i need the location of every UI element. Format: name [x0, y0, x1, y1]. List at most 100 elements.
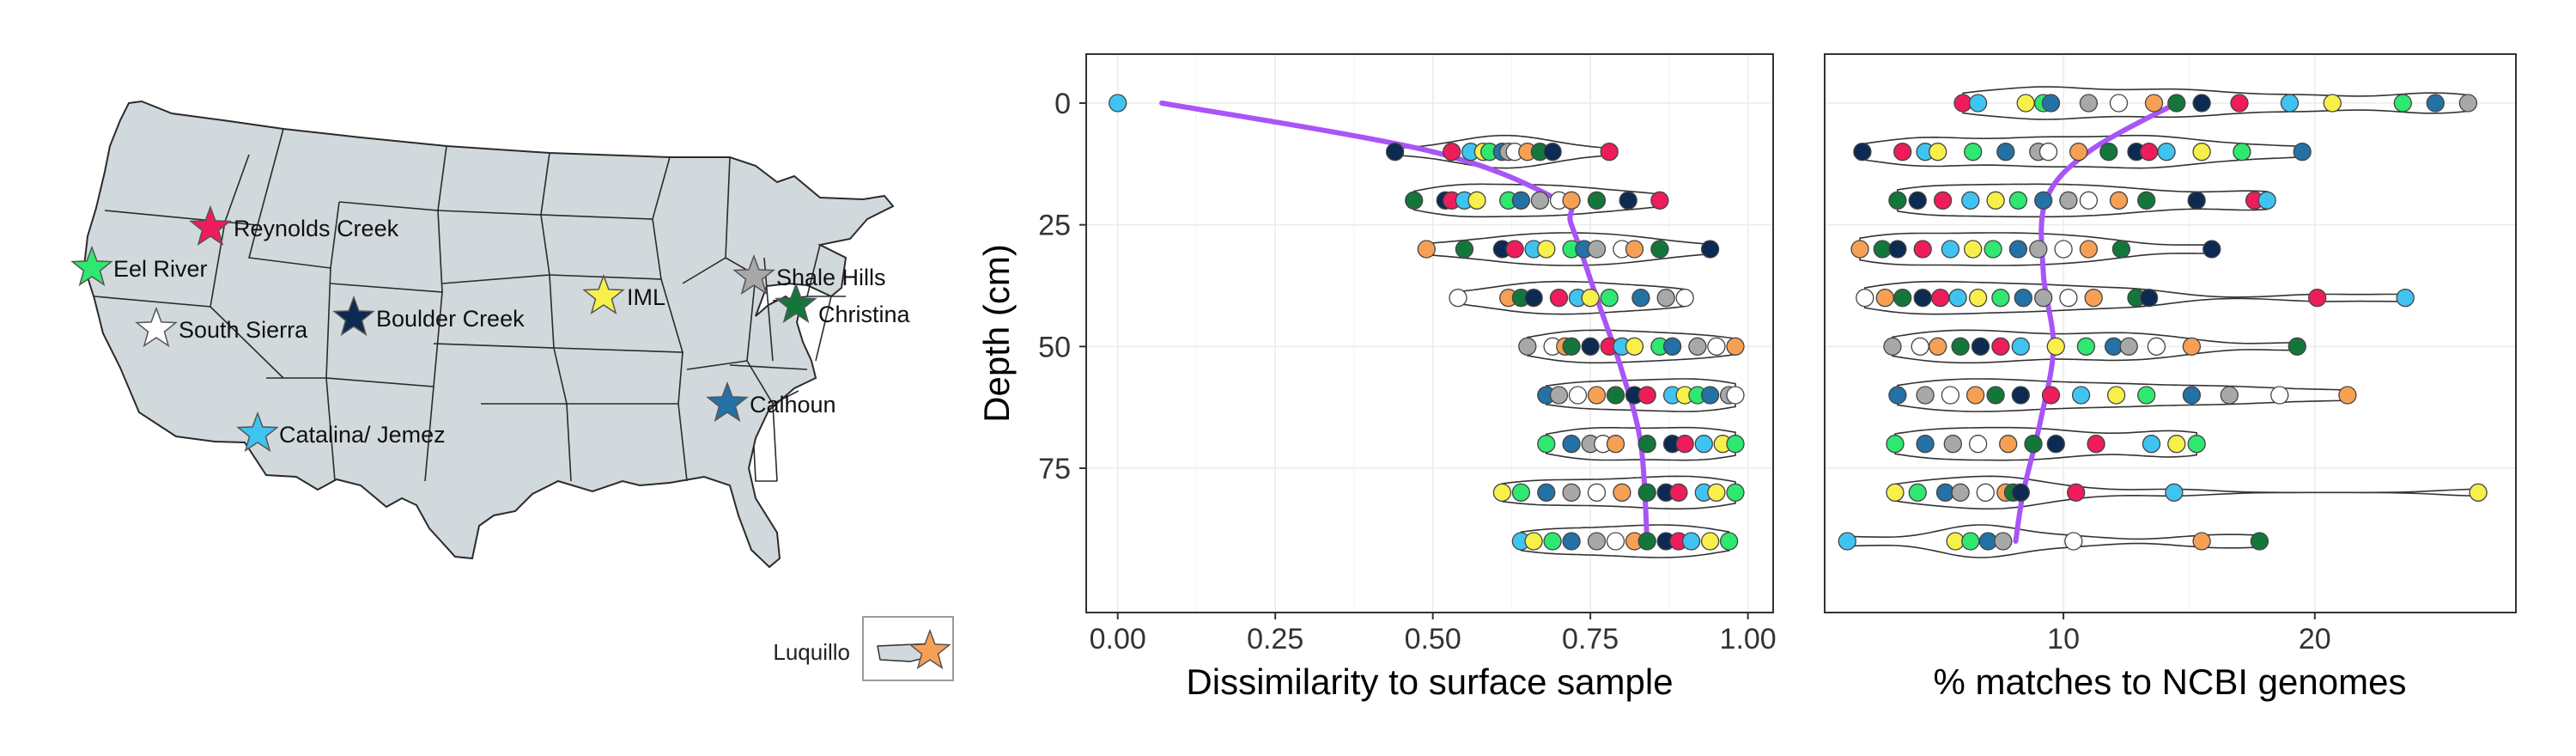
data-point — [2147, 337, 2166, 356]
violin-depth-60 — [1546, 378, 1736, 412]
data-point — [1994, 532, 2013, 551]
data-point — [2182, 337, 2202, 356]
data-point — [2139, 289, 2159, 308]
data-point — [1405, 191, 1424, 210]
data-point — [2087, 435, 2105, 454]
data-point — [1965, 386, 1985, 405]
data-point — [1951, 483, 1970, 502]
data-point — [2059, 191, 2078, 210]
panel1-trend — [1159, 101, 1650, 544]
data-point — [1549, 386, 1569, 405]
data-point — [2396, 289, 2415, 308]
data-point — [1675, 289, 1694, 308]
data-point — [2257, 191, 2276, 210]
data-point — [2308, 289, 2327, 308]
data-point — [1929, 337, 1947, 356]
data-point — [1600, 289, 1619, 308]
data-point — [2230, 94, 2249, 113]
data-point — [1455, 240, 1474, 259]
data-point — [1669, 483, 1688, 502]
data-point — [2016, 94, 2035, 113]
violin-depth-70 — [1546, 426, 1736, 461]
panel1-x-ticks: 0.00 0.25 0.50 0.75 1.00 — [1090, 613, 1777, 655]
star-luquillo-icon — [908, 628, 951, 670]
panel1-y-label: Depth (cm) — [976, 244, 1017, 423]
data-point — [1986, 191, 2005, 210]
site-label-calhoun: Calhoun — [750, 392, 836, 418]
data-point — [1581, 289, 1600, 308]
data-point — [1543, 143, 1562, 162]
data-point — [2233, 143, 2251, 162]
data-point — [2458, 94, 2478, 113]
data-point — [2192, 532, 2211, 551]
panel2-x-label: % matches to NCBI genomes — [1934, 662, 2407, 702]
luquillo-label: Luquillo — [773, 639, 850, 665]
data-point — [1893, 143, 1912, 162]
data-point — [1562, 435, 1581, 454]
x-tick-label: 20 — [2299, 623, 2331, 655]
data-point — [1853, 143, 1872, 162]
data-point — [1991, 337, 2010, 356]
data-point — [2338, 386, 2357, 405]
data-point — [1726, 435, 1745, 454]
data-point — [2137, 191, 2156, 210]
star-iml-icon — [582, 273, 625, 315]
data-point — [1562, 191, 1581, 210]
data-point — [1537, 483, 1556, 502]
data-point — [1929, 143, 1947, 162]
data-point — [1637, 386, 1656, 405]
data-point — [2220, 386, 2239, 405]
data-point — [1619, 191, 1637, 210]
data-point — [1968, 289, 1988, 308]
data-point — [1986, 386, 2005, 405]
data-point — [2280, 94, 2300, 113]
data-point — [2187, 435, 2206, 454]
data-point — [2426, 94, 2445, 113]
data-point — [2079, 191, 2099, 210]
data-point — [2029, 240, 2048, 259]
data-point — [2064, 532, 2083, 551]
y-tick-label: 50 — [1038, 331, 1071, 363]
data-point — [1931, 289, 1950, 308]
data-point — [1656, 289, 1675, 308]
y-tick-label: 25 — [1038, 210, 1071, 242]
data-point — [1511, 483, 1531, 502]
x-tick-label: 0.25 — [1247, 623, 1303, 655]
data-point — [1913, 240, 1932, 259]
data-point — [1505, 240, 1524, 259]
data-point — [1968, 435, 1988, 454]
data-point — [1681, 532, 1701, 551]
data-point — [1948, 289, 1967, 308]
data-point — [1886, 483, 1905, 502]
data-point — [2038, 143, 2058, 162]
data-point — [1688, 337, 1707, 356]
data-point — [1467, 191, 1486, 210]
data-point — [2079, 94, 2099, 113]
panel2-points — [1838, 94, 2488, 551]
data-point — [1964, 143, 1983, 162]
data-point — [2192, 94, 2211, 113]
data-point — [1625, 337, 1644, 356]
data-point — [2034, 289, 2053, 308]
data-point — [1707, 483, 1726, 502]
data-point — [1850, 240, 1869, 259]
data-point — [1631, 289, 1650, 308]
data-point — [1856, 289, 1874, 308]
data-point — [2182, 386, 2202, 405]
data-point — [2144, 94, 2164, 113]
data-point — [2011, 386, 2030, 405]
data-point — [1562, 483, 1581, 502]
data-point — [1518, 337, 1537, 356]
data-point — [2109, 94, 2129, 113]
data-point — [1976, 483, 1995, 502]
data-point — [1961, 191, 1980, 210]
data-point — [2293, 143, 2312, 162]
data-point — [2046, 435, 2065, 454]
data-point — [1991, 289, 2010, 308]
panel1-points — [1109, 94, 1745, 551]
data-point — [2139, 143, 2159, 162]
data-point — [1625, 240, 1644, 259]
data-point — [2202, 240, 2221, 259]
data-point — [1875, 289, 1894, 308]
